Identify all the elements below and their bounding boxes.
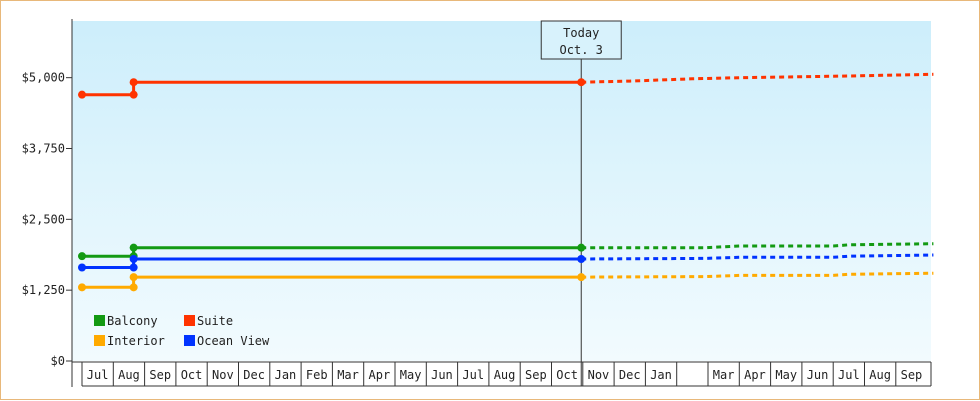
x-tick-label: Oct xyxy=(556,368,578,382)
series-suite-point xyxy=(129,78,138,87)
x-tick-label: Nov xyxy=(212,368,234,382)
series-ocean-view-forecast xyxy=(581,253,934,261)
series-ocean-view-point xyxy=(129,255,138,263)
x-tick-label: Aug xyxy=(869,368,891,382)
x-tick-label: Dec xyxy=(243,368,265,382)
x-tick-label: Oct xyxy=(181,368,203,382)
x-tick-label: Apr xyxy=(744,368,766,382)
series-suite-line xyxy=(82,80,582,97)
y-tick-label: $5,000 xyxy=(22,71,65,85)
x-tick-label: Sep xyxy=(525,368,547,382)
today-box xyxy=(540,20,622,60)
series-ocean-view-line xyxy=(82,257,582,269)
x-tick-label: Jan xyxy=(650,368,672,382)
x-tick-label: Aug xyxy=(118,368,140,382)
x-tick-label: Nov xyxy=(588,368,610,382)
today-label: Today xyxy=(563,26,599,40)
series-ocean-view-point xyxy=(129,263,138,272)
x-tick-label: Jul xyxy=(87,368,109,382)
series-interior-forecast xyxy=(581,271,934,279)
series-suite-point xyxy=(78,90,86,99)
series-suite-point xyxy=(577,78,586,87)
legend-label-interior: Interior xyxy=(107,334,165,348)
series-suite-point xyxy=(129,90,138,99)
series-balcony-line xyxy=(82,246,582,258)
x-tick-label: Sep xyxy=(901,368,923,382)
x-tick-label: Jul xyxy=(838,368,860,382)
x-tick-label: May xyxy=(775,368,797,382)
series-ocean-view-point xyxy=(577,255,586,263)
series-balcony-forecast xyxy=(581,242,934,250)
series-interior-point xyxy=(577,273,586,282)
series-ocean-view-point xyxy=(78,263,86,272)
series-interior-point xyxy=(78,283,86,292)
plot-area xyxy=(72,21,931,361)
y-tick-label: $3,750 xyxy=(22,142,65,156)
y-tick-label: $2,500 xyxy=(22,212,65,226)
series-balcony-point xyxy=(78,252,86,261)
today-date: Oct. 3 xyxy=(560,43,603,57)
x-tick-label: Mar xyxy=(337,368,359,382)
x-tick-label: Dec xyxy=(619,368,641,382)
legend-swatch-balcony xyxy=(94,315,105,326)
x-tick-label: Sep xyxy=(149,368,171,382)
legend-label-ocean-view: Ocean View xyxy=(197,334,270,348)
y-tick-label: $0 xyxy=(51,354,65,368)
x-tick-label: Jul xyxy=(462,368,484,382)
series-balcony-point xyxy=(129,243,138,252)
x-tick-label: Feb xyxy=(306,368,328,382)
x-tick-label: Aug xyxy=(494,368,516,382)
x-tick-label: May xyxy=(400,368,422,382)
legend-swatch-suite xyxy=(184,315,195,326)
legend-label-balcony: Balcony xyxy=(107,314,158,328)
x-tick-label: Mar xyxy=(713,368,735,382)
legend-label-suite: Suite xyxy=(197,314,233,328)
series-suite-forecast xyxy=(581,72,934,84)
x-tick-label: Apr xyxy=(369,368,391,382)
series-balcony-point xyxy=(577,243,586,252)
series-interior-point xyxy=(129,273,138,282)
x-tick-label: Jan xyxy=(275,368,297,382)
x-tick-label: Jun xyxy=(431,368,453,382)
legend-swatch-interior xyxy=(94,335,105,346)
legend-swatch-ocean-view xyxy=(184,335,195,346)
x-tick-label: Jun xyxy=(807,368,829,382)
y-tick-label: $1,250 xyxy=(22,283,65,297)
series-interior-line xyxy=(82,275,582,289)
series-interior-point xyxy=(129,283,138,292)
